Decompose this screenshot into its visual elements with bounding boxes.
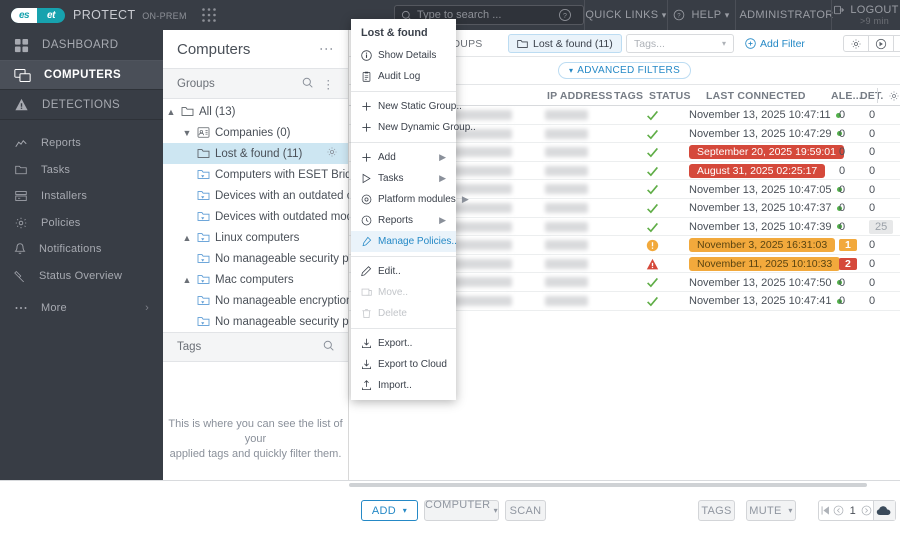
svg-text:?: ? <box>563 13 567 20</box>
svg-text:?: ? <box>678 14 682 20</box>
